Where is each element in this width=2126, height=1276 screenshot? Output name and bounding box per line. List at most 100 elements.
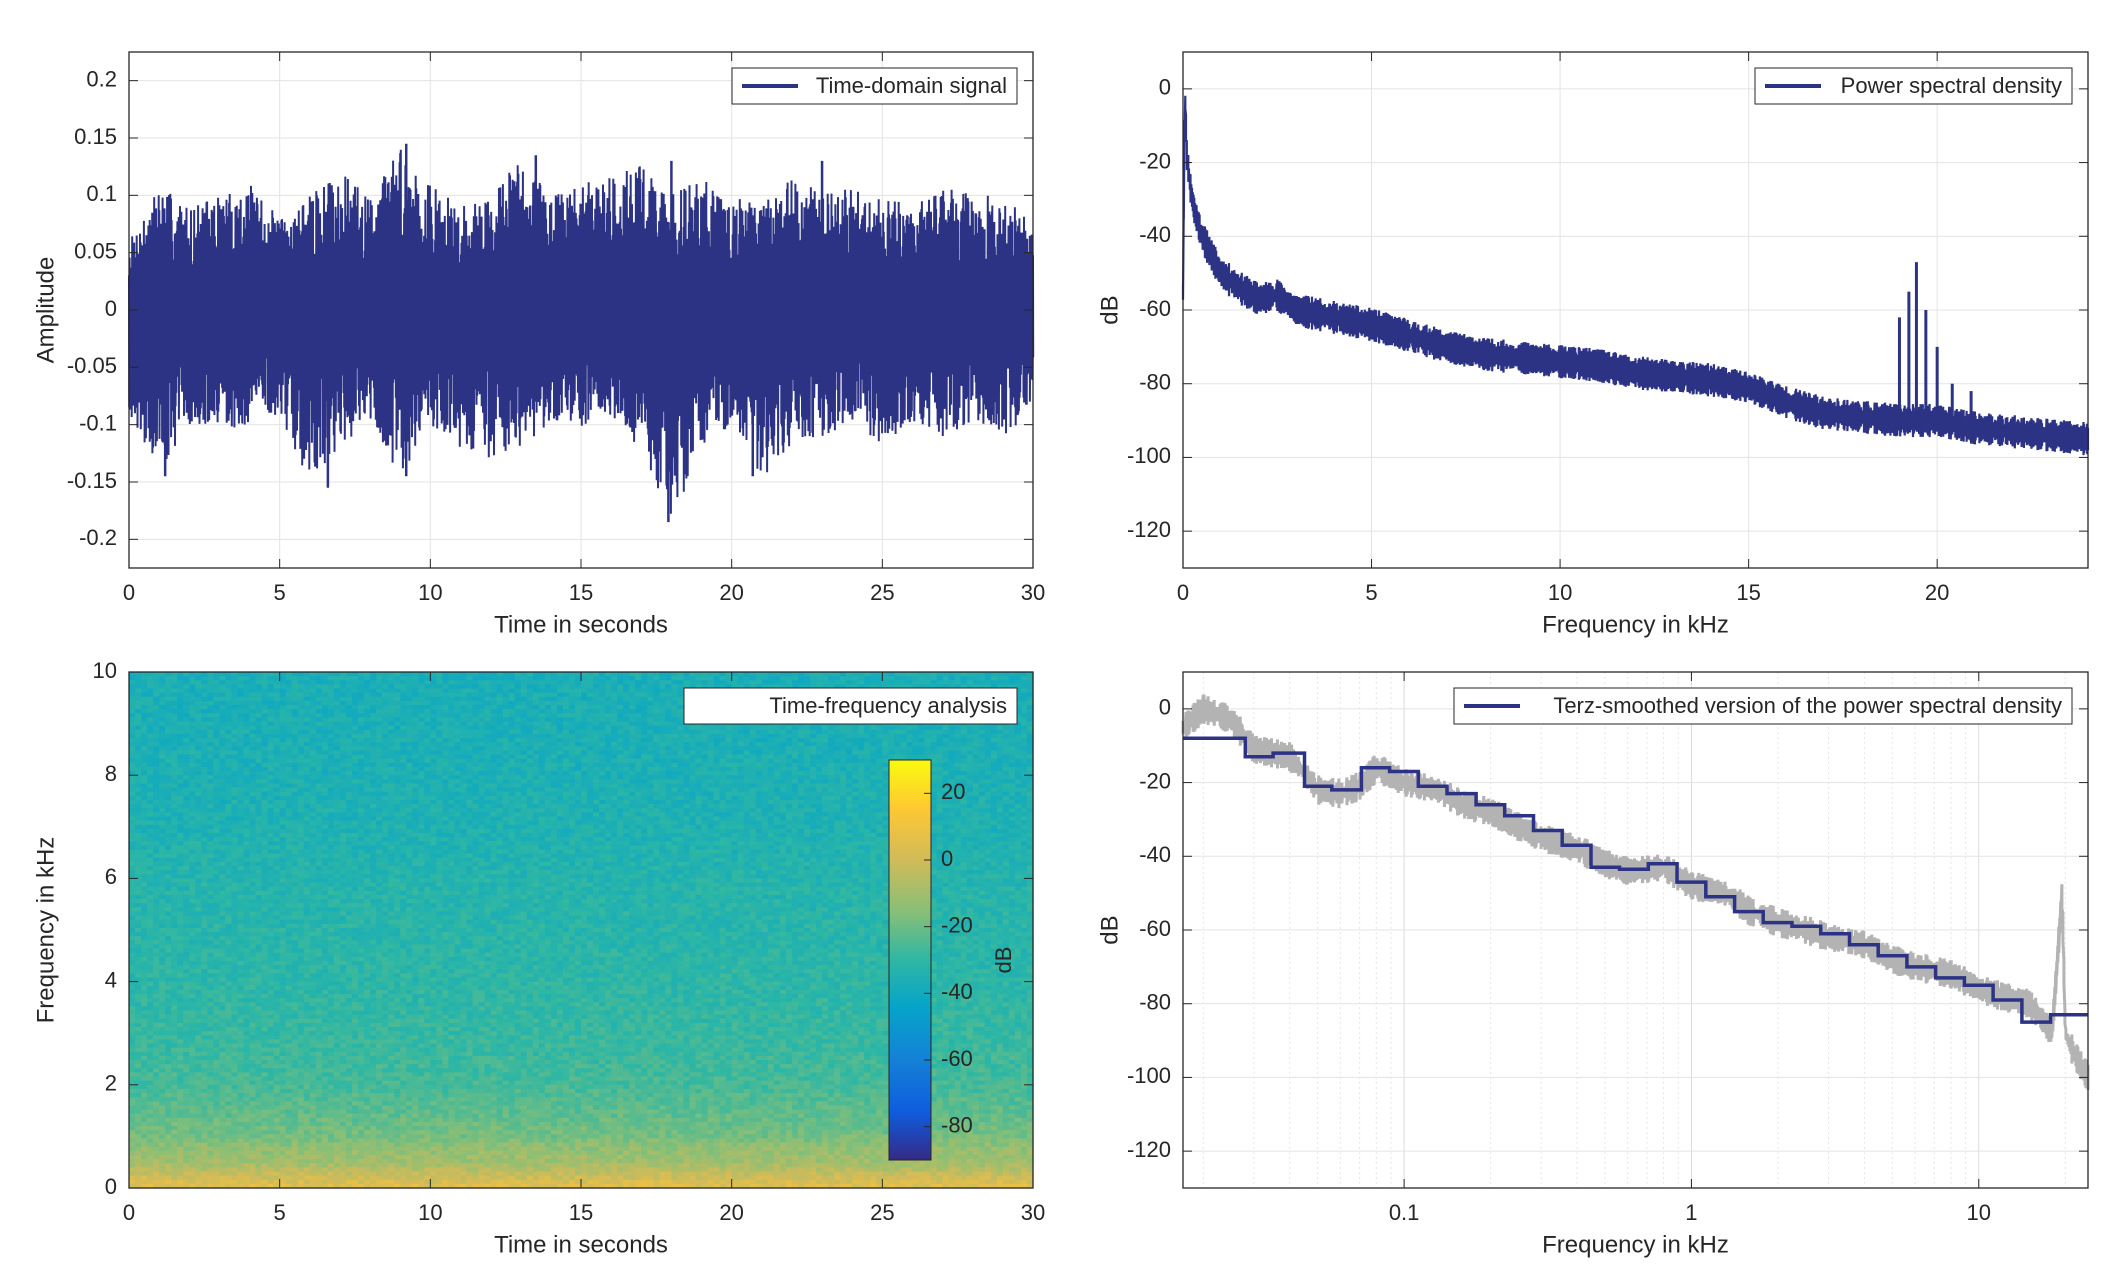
heatmap-cell (701, 746, 709, 752)
heatmap-cell (424, 771, 431, 776)
heatmap-cell (466, 738, 474, 743)
heatmap-cell (797, 725, 805, 731)
heatmap-cell (309, 783, 317, 789)
heatmap-cell (237, 680, 245, 685)
heatmap-cell (141, 771, 148, 776)
heatmap-cell (954, 672, 962, 677)
heatmap-cell (755, 758, 763, 764)
heatmap-cell (822, 762, 829, 768)
heatmap-cell (972, 762, 980, 768)
heatmap-cell (279, 746, 287, 752)
heatmap-cell (496, 754, 504, 760)
heatmap-cell (171, 700, 178, 706)
heatmap-cell (478, 791, 486, 797)
heatmap-cell (388, 783, 395, 789)
heatmap-cell (153, 762, 160, 768)
heatmap-cell (382, 799, 389, 805)
heatmap-cell (345, 729, 353, 735)
heatmap-cell (816, 746, 823, 752)
heatmap-cell (460, 779, 468, 785)
heatmap-cell (508, 696, 516, 702)
heatmap-cell (605, 775, 612, 780)
heatmap-cell (472, 791, 480, 797)
y-tick-label: -0.1 (79, 410, 117, 435)
heatmap-cell (171, 729, 178, 735)
heatmap-cell (623, 676, 630, 681)
heatmap-cell (514, 746, 522, 752)
heatmap-cell (767, 779, 775, 785)
heatmap-cell (761, 750, 769, 756)
heatmap-cell (593, 746, 600, 752)
heatmap-cell (496, 729, 504, 735)
heatmap-cell (177, 791, 184, 797)
heatmap-cell (581, 709, 588, 714)
heatmap-cell (303, 795, 311, 801)
heatmap-cell (587, 717, 594, 723)
heatmap-cell (990, 729, 998, 735)
heatmap-cell (466, 771, 474, 776)
heatmap-cell (538, 680, 546, 685)
heatmap-cell (635, 754, 642, 760)
heatmap-cell (701, 754, 709, 760)
heatmap-cell (309, 791, 317, 797)
heatmap-cell (520, 700, 528, 706)
heatmap-cell (472, 766, 480, 772)
heatmap-cell (177, 754, 184, 760)
heatmap-cell (665, 766, 672, 772)
heatmap-cell (737, 787, 745, 793)
heatmap-cell (147, 692, 154, 698)
heatmap-cell (876, 799, 883, 805)
heatmap-cell (321, 721, 329, 727)
heatmap-cell (996, 738, 1004, 743)
heatmap-cell (315, 791, 323, 797)
heatmap-cell (593, 742, 600, 747)
heatmap-cell (653, 713, 660, 719)
heatmap-cell (894, 742, 902, 747)
heatmap-cell (291, 783, 299, 789)
heatmap-cell (1026, 754, 1034, 760)
heatmap-cell (966, 758, 974, 764)
heatmap-cell (671, 700, 679, 706)
heatmap-cell (725, 779, 733, 785)
heatmap-cell (406, 705, 413, 710)
heatmap-cell (701, 771, 709, 776)
heatmap-cell (183, 684, 190, 690)
heatmap-cell (189, 746, 196, 752)
heatmap-cell (1002, 775, 1010, 780)
heatmap-cell (791, 680, 799, 685)
heatmap-cell (599, 775, 606, 780)
heatmap-cell (267, 795, 275, 801)
heatmap-cell (719, 779, 727, 785)
heatmap-cell (1008, 676, 1016, 681)
heatmap-cell (755, 729, 763, 735)
heatmap-cell (593, 680, 600, 685)
heatmap-cell (779, 771, 787, 776)
heatmap-cell (822, 680, 829, 685)
heatmap-cell (315, 758, 323, 764)
heatmap-cell (677, 692, 685, 698)
heatmap-cell (502, 705, 510, 710)
heatmap-cell (924, 738, 932, 743)
heatmap-cell (460, 775, 468, 780)
heatmap-cell (333, 717, 341, 723)
heatmap-cell (803, 672, 811, 677)
heatmap-cell (737, 799, 745, 805)
heatmap-cell (930, 783, 938, 789)
heatmap-cell (508, 688, 516, 694)
heatmap-cell (442, 742, 450, 747)
heatmap-cell (237, 692, 245, 698)
heatmap-cell (249, 771, 257, 776)
heatmap-cell (177, 696, 184, 702)
heatmap-cell (159, 738, 166, 743)
heatmap-cell (834, 783, 841, 789)
heatmap-cell (737, 791, 745, 797)
heatmap-cell (984, 742, 992, 747)
heatmap-cell (689, 791, 697, 797)
heatmap-cell (996, 746, 1004, 752)
heatmap-cell (171, 795, 178, 801)
heatmap-cell (237, 775, 245, 780)
heatmap-cell (454, 738, 462, 743)
heatmap-cell (207, 762, 214, 768)
heatmap-cell (267, 762, 275, 768)
heatmap-cell (538, 771, 546, 776)
